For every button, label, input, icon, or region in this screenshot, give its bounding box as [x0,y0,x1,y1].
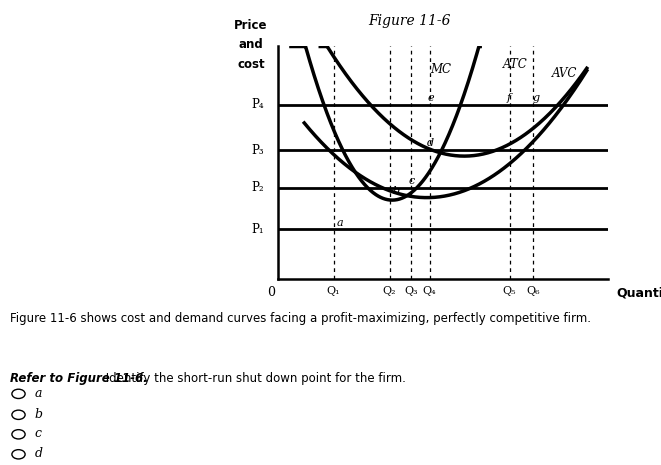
Text: b: b [34,408,42,421]
Text: AVC: AVC [552,66,578,80]
Text: Figure 11-6: Figure 11-6 [369,14,451,28]
Text: Q₆: Q₆ [527,286,540,296]
Text: a: a [336,218,343,227]
Text: P₁: P₁ [252,223,264,236]
Text: Q₂: Q₂ [383,286,397,296]
Text: Refer to Figure 11-6.: Refer to Figure 11-6. [10,372,147,385]
Text: ATC: ATC [502,59,527,72]
Text: d: d [427,138,434,148]
Text: Quantity: Quantity [616,287,661,300]
Text: Identify the short-run shut down point for the firm.: Identify the short-run shut down point f… [102,372,407,385]
Text: cost: cost [237,59,265,72]
Text: f: f [507,93,511,103]
Text: Price: Price [234,19,268,32]
Text: and: and [239,38,263,51]
Text: MC: MC [430,63,451,76]
Text: 0: 0 [267,286,275,299]
Text: d: d [34,447,42,460]
Text: Q₃: Q₃ [404,286,418,296]
Text: Q₁: Q₁ [327,286,340,296]
Text: e: e [428,93,434,103]
Text: Figure 11-6 shows cost and demand curves facing a profit-maximizing, perfectly c: Figure 11-6 shows cost and demand curves… [10,312,591,325]
Text: c: c [408,176,414,186]
Text: P₄: P₄ [252,98,264,111]
Text: Q₅: Q₅ [503,286,516,296]
Text: Q₄: Q₄ [423,286,436,296]
Text: P₃: P₃ [252,144,264,157]
Text: g: g [532,93,539,103]
Text: c: c [34,427,42,440]
Text: P₂: P₂ [252,181,264,194]
Text: b: b [392,186,399,196]
Text: a: a [34,387,42,400]
